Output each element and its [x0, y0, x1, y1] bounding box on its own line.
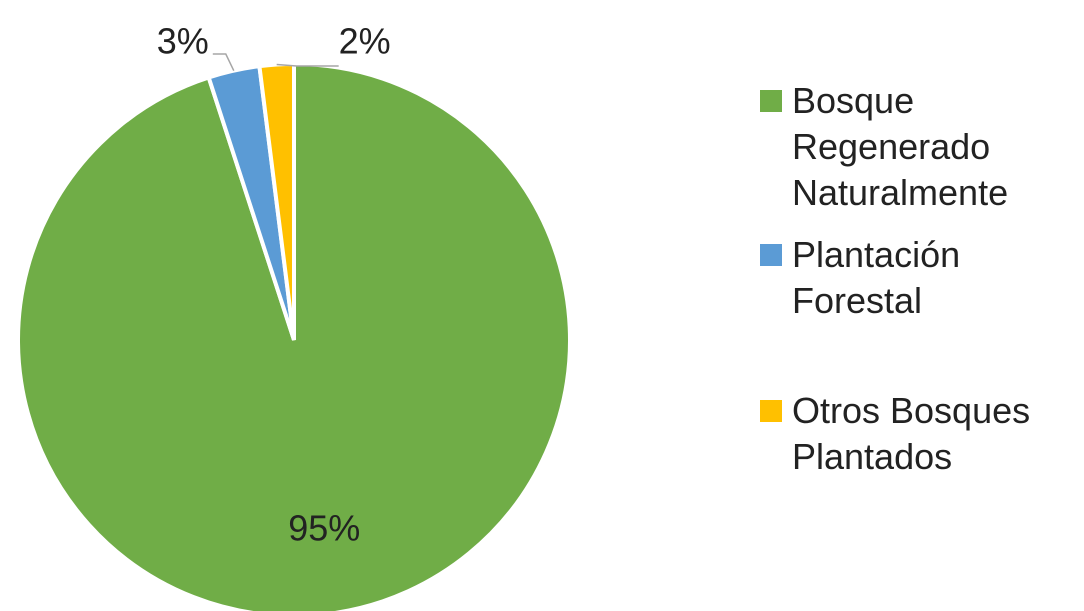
legend-swatch — [760, 400, 782, 422]
legend-item: Otros Bosques Plantados — [760, 388, 1060, 480]
legend-label: Otros Bosques Plantados — [792, 390, 1031, 477]
legend: Bosque Regenerado Naturalmente Plantación… — [760, 78, 1060, 496]
leader-line — [212, 53, 235, 71]
data-label: 3% — [157, 21, 209, 62]
data-label: 2% — [339, 21, 391, 62]
legend-swatch — [760, 244, 782, 266]
data-label: 95% — [288, 507, 360, 548]
legend-swatch — [760, 90, 782, 112]
pie-slice — [16, 61, 572, 611]
legend-item: Plantación Forestal — [760, 232, 1060, 324]
legend-item: Bosque Regenerado Naturalmente — [760, 78, 1060, 216]
leader-line — [276, 63, 339, 67]
legend-label: Plantación Forestal — [792, 234, 961, 321]
legend-label: Bosque Regenerado Naturalmente — [792, 80, 1009, 213]
pie-slice — [257, 61, 296, 341]
